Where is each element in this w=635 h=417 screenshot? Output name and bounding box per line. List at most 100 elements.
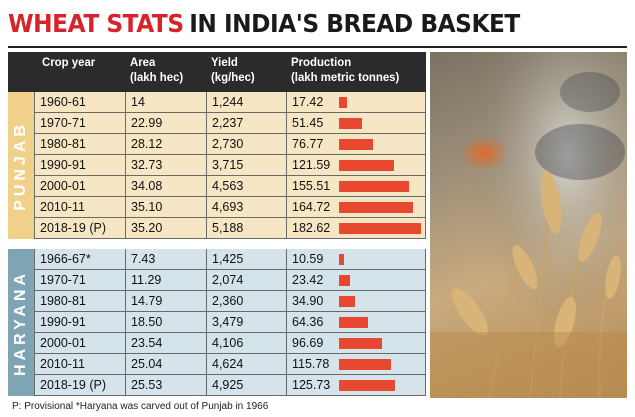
yield-cell: 4,624 (206, 354, 286, 375)
yield-cell: 4,693 (206, 197, 286, 218)
crop-year-cell: 1960-61 (34, 92, 125, 113)
production-value: 155.51 (292, 179, 331, 193)
header-line: Production (291, 55, 352, 69)
production-value: 23.42 (292, 273, 324, 287)
production-bar (339, 118, 363, 129)
yield-cell: 4,925 (206, 375, 286, 396)
punjab-section: PUNJAB 1960-61 14 1,244 17.42 1970-71 22.99 2,… (8, 92, 426, 239)
crop-year-cell: 1966-67* (34, 249, 125, 270)
header-line: Area (130, 55, 156, 69)
area-cell: 25.04 (125, 354, 206, 375)
table-row: 2018-19 (P) 35.20 5,188 182.62 (34, 218, 426, 239)
production-value: 51.45 (292, 116, 324, 130)
title-divider (8, 46, 627, 48)
table-row: 1970-71 22.99 2,237 51.45 (34, 113, 426, 134)
production-bar (339, 254, 344, 265)
production-value: 10.59 (292, 252, 324, 266)
area-cell: 34.08 (125, 176, 206, 197)
area-cell: 32.73 (125, 155, 206, 176)
table-header: Crop year Area (lakh hec) Yield (kg/hec) P… (8, 52, 426, 92)
crop-year-cell: 2010-11 (34, 354, 125, 375)
title-highlight: WHEAT STATS (8, 9, 184, 38)
yield-cell: 4,106 (206, 333, 286, 354)
production-value: 121.59 (292, 158, 331, 172)
production-cell: 10.59 (286, 249, 426, 270)
wheat-field-photo (430, 52, 627, 398)
area-cell: 14.79 (125, 291, 206, 312)
table-row: 1980-81 14.79 2,360 34.90 (34, 291, 426, 312)
header-line: (kg/hec) (211, 70, 255, 84)
footnote: P: Provisional *Haryana was carved out o… (12, 401, 269, 412)
table-row: 2000-01 23.54 4,106 96.69 (34, 333, 426, 354)
production-cell: 17.42 (286, 92, 426, 113)
yield-cell: 3,715 (206, 155, 286, 176)
yield-cell: 4,563 (206, 176, 286, 197)
area-cell: 22.99 (125, 113, 206, 134)
area-cell: 23.54 (125, 333, 206, 354)
crop-year-cell: 1990-91 (34, 155, 125, 176)
production-cell: 96.69 (286, 333, 426, 354)
table-row: 1990-91 18.50 3,479 64.36 (34, 312, 426, 333)
area-cell: 18.50 (125, 312, 206, 333)
area-cell: 14 (125, 92, 206, 113)
area-cell: 28.12 (125, 134, 206, 155)
production-bar (339, 317, 368, 328)
production-cell: 51.45 (286, 113, 426, 134)
table-row: 1960-61 14 1,244 17.42 (34, 92, 426, 113)
production-cell: 76.77 (286, 134, 426, 155)
production-cell: 125.73 (286, 375, 426, 396)
production-value: 125.73 (292, 378, 331, 392)
header-yield: Yield (kg/hec) (211, 55, 255, 85)
production-bar (339, 296, 355, 307)
table-row: 1970-71 11.29 2,074 23.42 (34, 270, 426, 291)
table-row: 2000-01 34.08 4,563 155.51 (34, 176, 426, 197)
crop-year-cell: 1970-71 (34, 113, 125, 134)
production-value: 115.78 (292, 357, 330, 371)
production-cell: 64.36 (286, 312, 426, 333)
crop-year-cell: 2000-01 (34, 176, 125, 197)
production-value: 17.42 (292, 95, 324, 109)
page-title: WHEAT STATS IN INDIA'S BREAD BASKET (8, 2, 585, 46)
header-crop-year: Crop year (42, 55, 95, 70)
table-row: 1966-67* 7.43 1,425 10.59 (34, 249, 426, 270)
production-value: 96.69 (292, 336, 324, 350)
production-value: 76.77 (292, 137, 324, 151)
area-cell: 25.53 (125, 375, 206, 396)
crop-year-cell: 2018-19 (P) (34, 375, 125, 396)
crop-year-cell: 2010-11 (34, 197, 125, 218)
production-value: 34.90 (292, 294, 324, 308)
table-row: 1980-81 28.12 2,730 76.77 (34, 134, 426, 155)
yield-cell: 2,237 (206, 113, 286, 134)
crop-year-cell: 1980-81 (34, 291, 125, 312)
punjab-label: PUNJAB (8, 92, 34, 239)
table-row: 2010-11 25.04 4,624 115.78 (34, 354, 426, 375)
header-line: (lakh hec) (130, 70, 184, 84)
area-cell: 11.29 (125, 270, 206, 291)
production-bar (339, 223, 421, 234)
yield-cell: 2,074 (206, 270, 286, 291)
crop-year-cell: 2000-01 (34, 333, 125, 354)
production-cell: 164.72 (286, 197, 426, 218)
yield-cell: 2,730 (206, 134, 286, 155)
crop-year-cell: 1980-81 (34, 134, 125, 155)
header-line: Crop year (42, 55, 96, 69)
crop-year-cell: 1990-91 (34, 312, 125, 333)
production-cell: 23.42 (286, 270, 426, 291)
yield-cell: 1,425 (206, 249, 286, 270)
title-rest: IN INDIA'S BREAD BASKET (189, 9, 520, 38)
production-bar (339, 181, 409, 192)
table-row: 2018-19 (P) 25.53 4,925 125.73 (34, 375, 426, 396)
wheat-stats-table: Crop year Area (lakh hec) Yield (kg/hec) P… (8, 52, 426, 398)
production-bar (339, 275, 350, 286)
area-cell: 35.10 (125, 197, 206, 218)
production-value: 182.62 (292, 221, 331, 235)
yield-cell: 3,479 (206, 312, 286, 333)
production-cell: 155.51 (286, 176, 426, 197)
production-cell: 182.62 (286, 218, 426, 239)
header-line: (lakh metric tonnes) (291, 70, 400, 84)
production-bar (339, 338, 383, 349)
production-value: 64.36 (292, 315, 324, 329)
area-cell: 35.20 (125, 218, 206, 239)
production-bar (339, 139, 374, 150)
production-bar (339, 97, 347, 108)
